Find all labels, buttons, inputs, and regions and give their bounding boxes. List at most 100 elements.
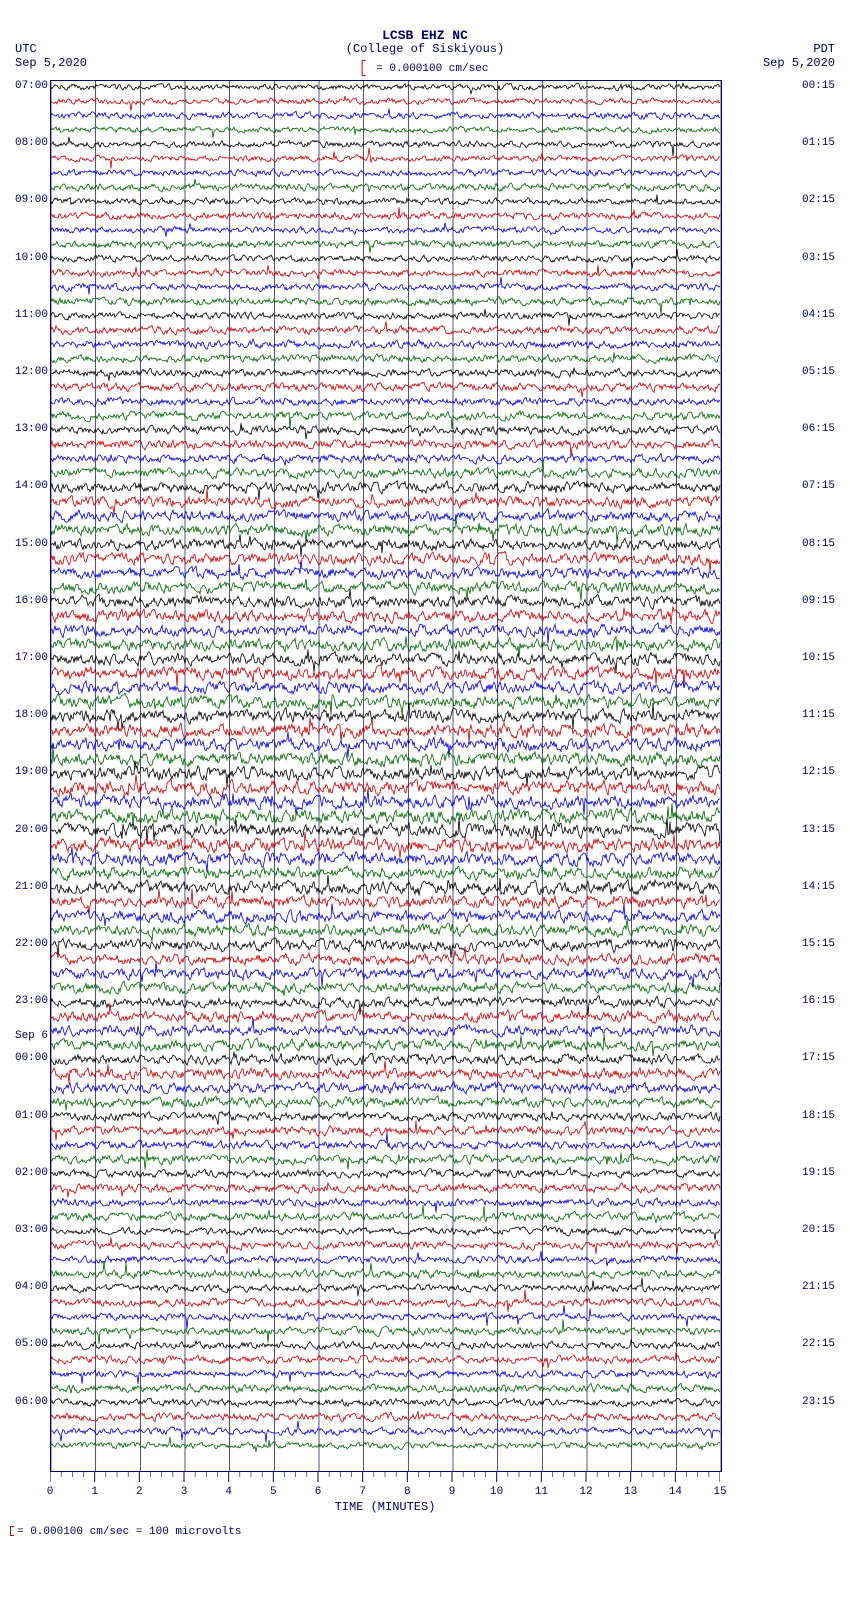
seismic-trace (51, 1340, 720, 1350)
time-label: 21:00 (4, 882, 48, 893)
seismic-trace (51, 368, 720, 381)
seismic-trace (51, 1370, 720, 1384)
x-tick-label: 0 (47, 1486, 54, 1498)
seismic-trace (51, 1226, 720, 1240)
seismic-trace (51, 179, 720, 192)
x-tick-label: 1 (91, 1486, 98, 1498)
time-label: 01:00 (4, 1111, 48, 1122)
time-label: 18:15 (802, 1111, 846, 1122)
seismic-trace (51, 382, 720, 397)
seismic-trace (51, 137, 720, 156)
time-label: 03:00 (4, 1225, 48, 1236)
time-label: 15:00 (4, 539, 48, 550)
time-label: Sep 6 (4, 1031, 48, 1042)
seismic-trace (51, 265, 720, 279)
seismic-trace (51, 1383, 720, 1393)
seismic-trace (51, 775, 720, 797)
footer-text: = 0.000100 cm/sec = 100 microvolts (17, 1526, 241, 1538)
time-label: 22:15 (802, 1339, 846, 1350)
seismic-trace (51, 195, 720, 206)
seismic-trace (51, 454, 720, 466)
seismic-trace (51, 703, 720, 729)
scale-bar-icon (10, 1526, 14, 1536)
chart-header: LCSB EHZ NC (College of Siskiyous) = 0.0… (0, 0, 850, 80)
x-axis: 0123456789101112131415TIME (MINUTES) (50, 1472, 720, 1516)
time-label: 18:00 (4, 710, 48, 721)
seismic-trace (51, 517, 720, 543)
seismic-trace (51, 1034, 720, 1056)
seismic-trace (51, 1261, 720, 1279)
seismogram-svg (51, 81, 721, 1471)
seismic-trace (51, 1121, 720, 1141)
seismic-trace (51, 961, 720, 986)
time-label: 19:15 (802, 1168, 846, 1179)
seismic-trace (51, 83, 720, 94)
seismic-trace (51, 126, 720, 138)
seismic-trace (51, 397, 720, 406)
time-label: 02:00 (4, 1168, 48, 1179)
seismic-trace (51, 1319, 720, 1344)
seismogram-plot-area: 07:0008:0009:0010:0011:0012:0013:0014:00… (0, 80, 850, 1540)
seismic-trace (51, 1004, 720, 1024)
time-label: 07:00 (4, 81, 48, 92)
seismogram-plot (50, 80, 722, 1472)
seismic-trace (51, 866, 720, 881)
time-label: 06:15 (802, 424, 846, 435)
utc-date: Sep 5,2020 (15, 56, 87, 70)
seismic-trace (51, 1238, 720, 1255)
x-tick-label: 12 (579, 1486, 592, 1498)
seismic-trace (51, 509, 720, 523)
station-subtitle: (College of Siskiyous) (346, 42, 504, 56)
seismic-trace (51, 277, 720, 294)
time-label: 13:15 (802, 825, 846, 836)
time-label: 23:00 (4, 996, 48, 1007)
seismic-trace (51, 938, 720, 958)
x-tick-label: 6 (315, 1486, 322, 1498)
x-tick-label: 14 (669, 1486, 682, 1498)
seismic-trace (51, 339, 720, 349)
x-tick-label: 4 (225, 1486, 232, 1498)
time-label: 15:15 (802, 939, 846, 950)
seismic-trace (51, 579, 720, 601)
time-label: 10:00 (4, 253, 48, 264)
time-label: 17:15 (802, 1053, 846, 1064)
seismic-trace (51, 847, 720, 872)
time-label: 08:00 (4, 138, 48, 149)
seismic-trace (51, 1352, 720, 1368)
seismic-trace (51, 1411, 720, 1422)
time-label: 11:15 (802, 710, 846, 721)
scale-text: = 0.000100 cm/sec (376, 63, 488, 75)
time-label: 20:15 (802, 1225, 846, 1236)
time-label: 21:15 (802, 1282, 846, 1293)
seismic-trace (51, 169, 720, 177)
seismic-trace (51, 589, 720, 610)
seismic-trace (51, 832, 720, 858)
seismic-trace (51, 1133, 720, 1150)
seismic-trace (51, 1198, 720, 1212)
utc-label: UTC (15, 42, 37, 56)
time-label: 00:15 (802, 81, 846, 92)
time-label: 07:15 (802, 481, 846, 492)
seismic-trace (51, 1018, 720, 1037)
pdt-label: PDT (813, 42, 835, 56)
time-label: 13:00 (4, 424, 48, 435)
scale-bar-icon (362, 60, 366, 76)
time-label: 04:15 (802, 310, 846, 321)
time-label: 09:00 (4, 195, 48, 206)
time-label: 00:00 (4, 1053, 48, 1064)
time-label: 05:15 (802, 367, 846, 378)
x-tick-label: 7 (359, 1486, 366, 1498)
seismic-trace (51, 1421, 720, 1443)
footer-scale: = 0.000100 cm/sec = 100 microvolts (4, 1526, 241, 1538)
seismic-trace (51, 249, 720, 269)
seismic-trace (51, 481, 720, 500)
seismic-trace (51, 489, 720, 515)
time-label: 14:00 (4, 481, 48, 492)
seismic-trace (51, 875, 720, 896)
seismic-trace (51, 904, 720, 927)
seismic-trace (51, 636, 720, 657)
seismic-trace (51, 718, 720, 743)
seismic-trace (51, 411, 720, 429)
x-tick-label: 15 (713, 1486, 726, 1498)
seismic-trace (51, 1061, 720, 1084)
